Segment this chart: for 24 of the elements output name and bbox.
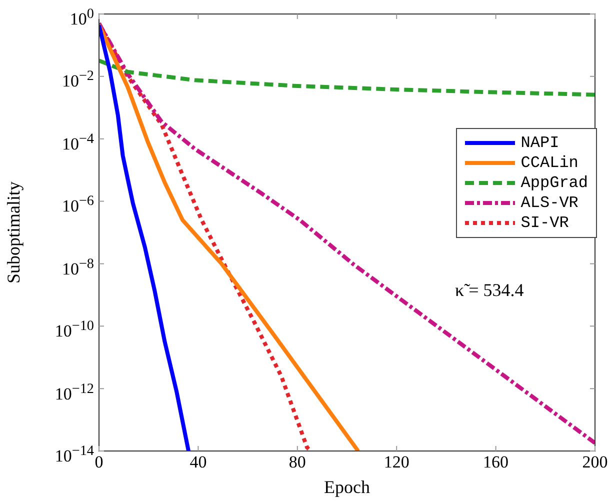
- legend-label: ALS-VR: [520, 194, 578, 212]
- y-tick-label: 10$^{−2}$: [62, 67, 94, 94]
- annotation: κ̃ = 534.4: [455, 280, 524, 301]
- legend-label: SI-VR: [520, 214, 569, 232]
- line-series: [99, 58, 595, 97]
- y-tick-label: 10$^{−8}$: [62, 254, 94, 280]
- y-tick-label: 10$^{0}$: [70, 5, 94, 31]
- x-tick-label: 160: [483, 452, 509, 472]
- y-axis-title: Suboptimality: [4, 181, 24, 284]
- y-tick-label: 10$^{−6}$: [62, 192, 94, 218]
- y-tick-label: 10$^{−10}$: [54, 317, 94, 343]
- line-series: [99, 21, 595, 446]
- x-tick-label: 40: [190, 452, 207, 472]
- y-tick-label: 10$^{−4}$: [62, 130, 94, 156]
- x-tick-label: 120: [384, 452, 410, 472]
- y-tick-label: 10$^{−12}$: [54, 380, 94, 406]
- x-tick-label: 0: [94, 452, 104, 472]
- y-tick-label: 10$^{−14}$: [54, 442, 94, 468]
- x-axis-title: Epoch: [324, 476, 370, 497]
- legend-label: CCALin: [520, 154, 578, 172]
- x-tick-label: 200: [582, 452, 608, 472]
- legend-label: AppGrad: [520, 174, 588, 192]
- legend-label: NAPI: [520, 134, 560, 152]
- x-tick-label: 80: [288, 452, 306, 472]
